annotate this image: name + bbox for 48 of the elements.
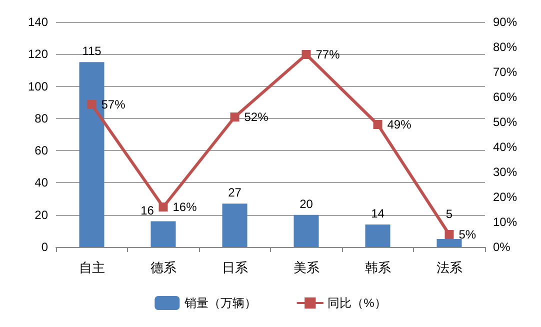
y-tick-label: 140 bbox=[28, 15, 48, 29]
point bbox=[230, 112, 240, 122]
x-tick-label: 自主 bbox=[78, 260, 105, 275]
y-tick-label: 40 bbox=[34, 176, 48, 190]
point bbox=[373, 120, 382, 129]
x-tick-label: 美系 bbox=[293, 260, 320, 275]
y2-tick-label: 20% bbox=[493, 190, 518, 204]
y2-tick-label: 90% bbox=[493, 15, 518, 29]
y2-tick-label: 80% bbox=[493, 40, 518, 54]
data-label: 14 bbox=[371, 206, 385, 220]
legend-label: 同比（%） bbox=[328, 296, 386, 310]
point bbox=[87, 100, 96, 109]
data-label: 20 bbox=[300, 196, 314, 211]
data-label: 52% bbox=[244, 110, 269, 124]
data-label: 115 bbox=[82, 44, 102, 58]
x-tick-label: 日系 bbox=[222, 260, 248, 275]
y2-tick-label: 40% bbox=[493, 140, 518, 154]
y-tick-label: 60 bbox=[34, 144, 48, 158]
y-tick-label: 0 bbox=[41, 240, 48, 254]
data-label: 16 bbox=[140, 203, 154, 218]
data-label: 27 bbox=[228, 186, 242, 200]
data-label: 5% bbox=[458, 228, 476, 242]
y2-tick-label: 60% bbox=[493, 90, 518, 104]
x-tick-label: 法系 bbox=[436, 260, 462, 275]
bar bbox=[222, 204, 248, 247]
bar bbox=[294, 214, 319, 247]
data-label: 77% bbox=[316, 48, 340, 62]
y2-tick-label: 0% bbox=[493, 240, 511, 254]
data-label: 5 bbox=[446, 206, 453, 221]
bar bbox=[150, 221, 176, 247]
y-tick-label: 80 bbox=[34, 111, 48, 126]
bar bbox=[436, 238, 462, 247]
data-label: 16% bbox=[172, 200, 198, 214]
y2-tick-label: 50% bbox=[493, 115, 518, 129]
legend-label: 销量（万辆） bbox=[184, 296, 257, 310]
y-tick-label: 20 bbox=[34, 208, 48, 222]
x-tick-label: 韩系 bbox=[364, 260, 391, 275]
bar bbox=[365, 224, 390, 247]
point bbox=[444, 230, 454, 239]
x-tick-label: 德系 bbox=[150, 260, 176, 275]
y-tick-label: 120 bbox=[28, 47, 48, 62]
point bbox=[158, 202, 168, 212]
point bbox=[302, 50, 311, 59]
y-tick-label: 100 bbox=[28, 79, 48, 94]
y2-tick-label: 30% bbox=[493, 165, 518, 179]
y2-tick-label: 70% bbox=[493, 65, 518, 79]
data-label: 49% bbox=[387, 118, 412, 132]
y2-tick-label: 10% bbox=[493, 215, 518, 229]
